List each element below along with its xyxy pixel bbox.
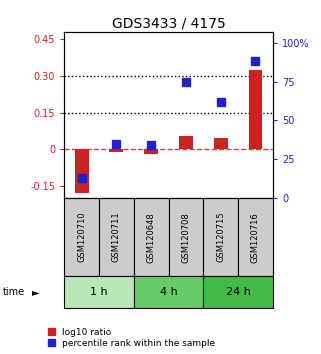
Bar [134, 276, 203, 308]
Bar [179, 136, 193, 149]
Bar [109, 149, 123, 152]
Bar [64, 198, 99, 276]
Bar [238, 198, 273, 276]
Text: 24 h: 24 h [226, 287, 250, 297]
Bar [134, 198, 169, 276]
Text: GSM120711: GSM120711 [112, 212, 121, 263]
Bar [64, 276, 134, 308]
Text: 4 h: 4 h [160, 287, 178, 297]
Text: GSM120708: GSM120708 [181, 212, 190, 263]
Text: GSM120715: GSM120715 [216, 212, 225, 263]
Bar [203, 276, 273, 308]
Bar [203, 198, 238, 276]
Text: GSM120716: GSM120716 [251, 212, 260, 263]
Bar [169, 198, 203, 276]
Legend: log10 ratio, percentile rank within the sample: log10 ratio, percentile rank within the … [46, 326, 217, 349]
Text: ►: ► [32, 287, 39, 297]
Text: time: time [3, 287, 25, 297]
Bar [214, 138, 228, 149]
Bar [144, 149, 158, 154]
Bar [248, 70, 262, 149]
Bar [74, 149, 89, 193]
Text: 1 h: 1 h [90, 287, 108, 297]
Bar [99, 198, 134, 276]
Text: GSM120710: GSM120710 [77, 212, 86, 263]
Title: GDS3433 / 4175: GDS3433 / 4175 [112, 17, 225, 31]
Text: GSM120648: GSM120648 [147, 212, 156, 263]
